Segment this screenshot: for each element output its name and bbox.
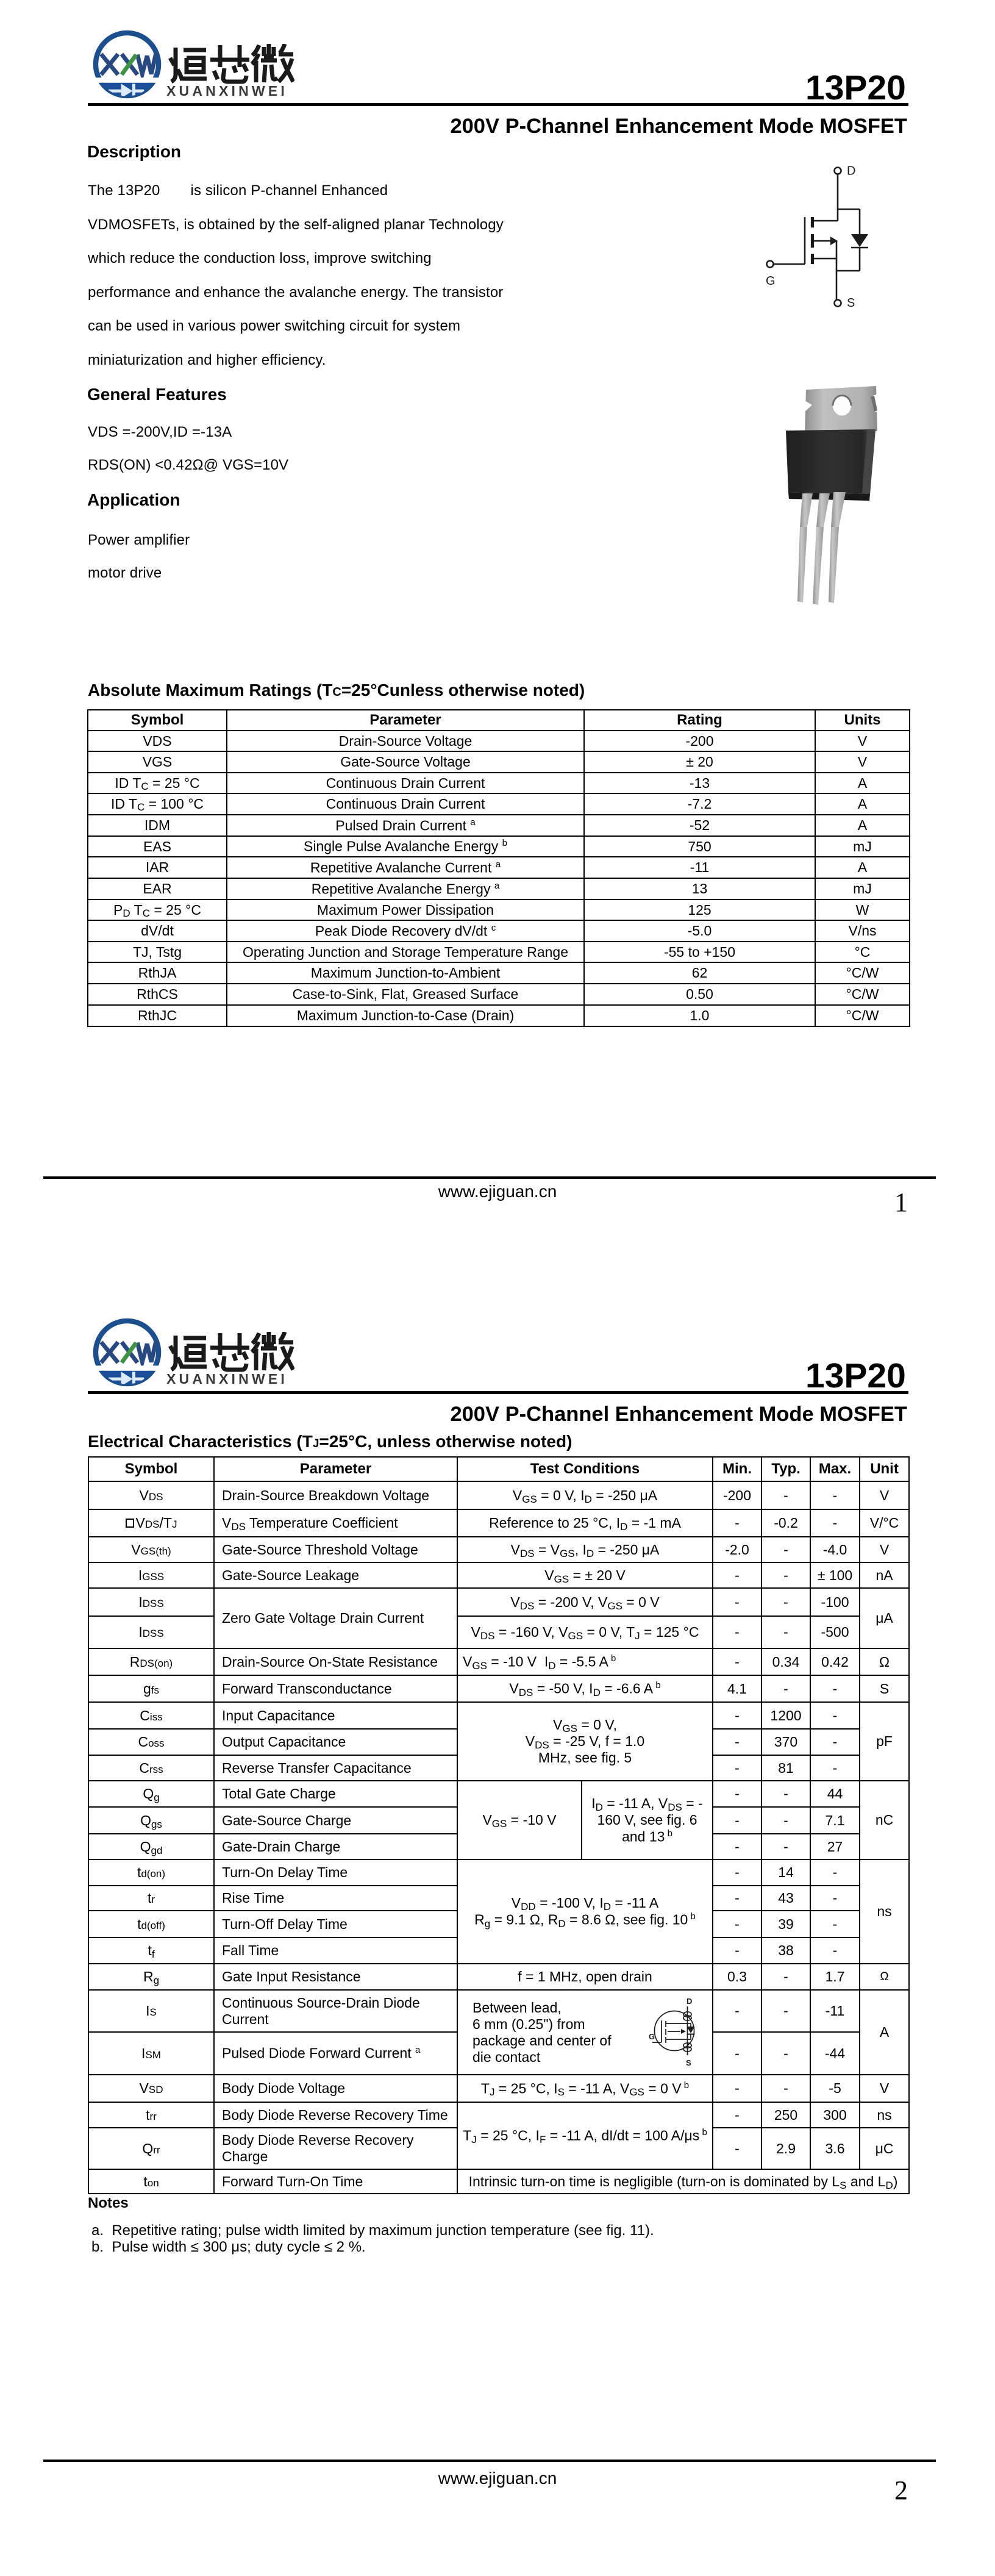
svg-text:G: G <box>649 2032 655 2041</box>
svg-text:S: S <box>686 2058 691 2067</box>
svg-text:S: S <box>847 296 855 310</box>
svg-text:D: D <box>847 165 855 178</box>
svg-text:G: G <box>766 274 776 288</box>
svg-text:D: D <box>687 1997 692 2006</box>
